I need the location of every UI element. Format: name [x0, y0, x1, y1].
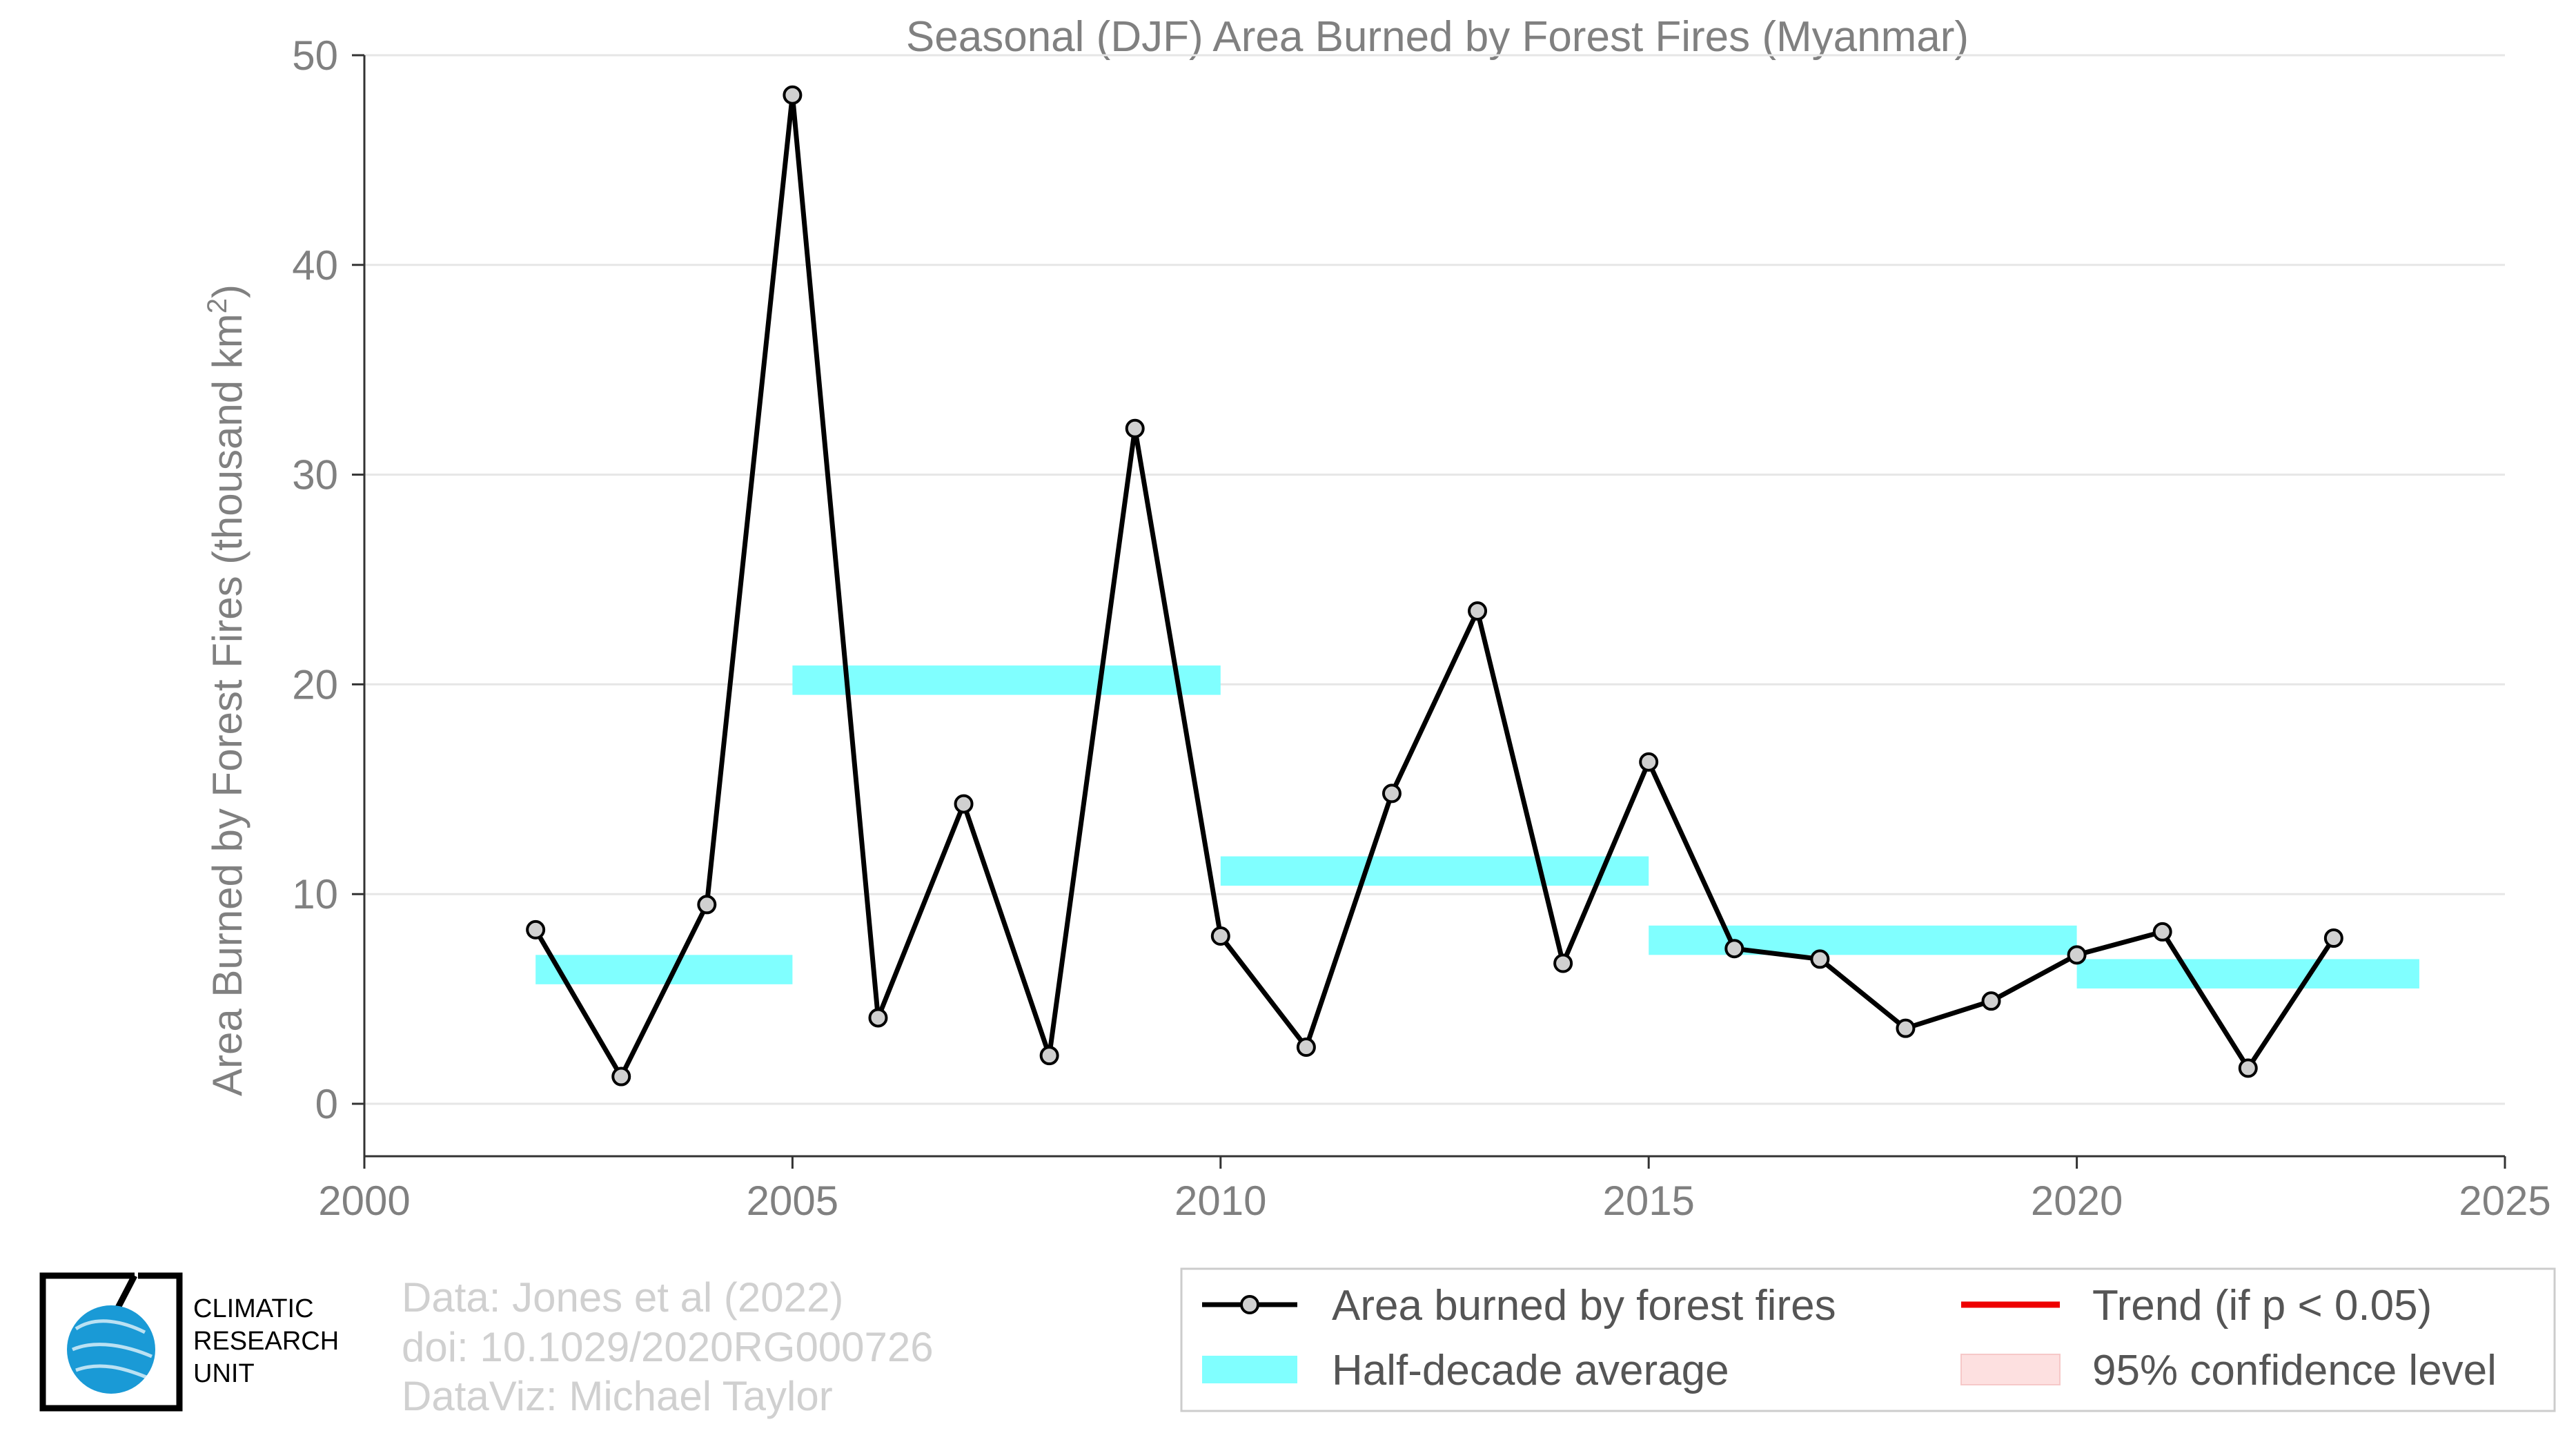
- credit-doi: doi: 10.1029/2020RG000726: [402, 1324, 934, 1370]
- y-tick-label-30: 30: [292, 452, 338, 498]
- data-point-2022: [2238, 1058, 2258, 1078]
- y-tick-label-20: 20: [292, 661, 338, 708]
- logo-globe-icon: [67, 1305, 155, 1394]
- data-point-2004: [697, 895, 717, 915]
- data-point-2007: [954, 794, 974, 814]
- data-point-2015: [1639, 752, 1659, 772]
- legend-label-trend: Trend (if p < 0.05): [2092, 1282, 2432, 1330]
- legend-frame: [1180, 1267, 2556, 1412]
- data-point-2006: [868, 1008, 888, 1028]
- data-point-2019: [1981, 991, 2001, 1011]
- data-point-2018: [1896, 1018, 1916, 1038]
- y-axis-label: Area Burned by Forest Fires (thousand km…: [202, 284, 250, 1096]
- data-point-2005: [783, 85, 803, 105]
- axes: 0 10 20 30 40 50 2000 2005 2010 2015 2020 2025: [292, 32, 2550, 1224]
- data-point-2011: [1296, 1038, 1316, 1058]
- half-decade-band-2: [1220, 856, 1649, 886]
- x-tick-label-2005: 2005: [747, 1178, 838, 1224]
- y-tick-label-0: 0: [315, 1081, 338, 1127]
- legend-label-half-decade: Half-decade average: [1332, 1347, 1729, 1394]
- series-area-burned: [526, 85, 2343, 1087]
- legend-swatch-area-burned-marker: [1240, 1295, 1259, 1314]
- data-point-2010: [1210, 926, 1230, 946]
- y-axis-label-main: Area Burned by Forest Fires (thousand km: [204, 313, 250, 1096]
- legend-swatch-half-decade: [1202, 1356, 1297, 1383]
- series-line-0: [533, 92, 2336, 1080]
- half-decade-band-1: [792, 665, 1221, 695]
- y-tick-label-10: 10: [292, 871, 338, 917]
- legend-label-area-burned: Area burned by forest fires: [1332, 1282, 1836, 1330]
- x-tick-label-2025: 2025: [2459, 1178, 2550, 1224]
- data-point-2009: [1125, 418, 1145, 438]
- logo-slash: [69, 1274, 137, 1412]
- half-decade-band-4: [2076, 959, 2419, 989]
- logo-text-unit: UNIT: [193, 1359, 255, 1388]
- data-point-2020: [2067, 945, 2087, 965]
- data-point-2003: [611, 1067, 631, 1087]
- x-tick-label-2020: 2020: [2031, 1178, 2123, 1224]
- logo-text-research: RESEARCH: [193, 1327, 339, 1356]
- x-tick-label-2015: 2015: [1602, 1178, 1694, 1224]
- chart-title: Seasonal (DJF) Area Burned by Forest Fir…: [906, 13, 1969, 61]
- half-decade-band-3: [1649, 925, 2077, 955]
- half-decade-band-0: [535, 955, 793, 984]
- credit-data-source: Data: Jones et al (2022): [402, 1274, 843, 1321]
- data-point-2014: [1553, 953, 1573, 973]
- y-tick-label-40: 40: [292, 242, 338, 289]
- data-point-2013: [1468, 601, 1488, 621]
- x-tick-label-2000: 2000: [318, 1178, 410, 1224]
- y-axis-label-superscript: 2: [202, 298, 233, 313]
- y-axis-label-close: ): [204, 284, 250, 298]
- legend-swatch-confidence: [1960, 1354, 2061, 1385]
- data-point-2008: [1039, 1046, 1059, 1066]
- data-point-2017: [1810, 949, 1830, 969]
- y-tick-label-50: 50: [292, 32, 338, 79]
- data-point-2021: [2152, 922, 2172, 942]
- data-point-2002: [526, 919, 546, 939]
- data-point-2012: [1382, 783, 1402, 804]
- logo-text-climatic: CLIMATIC: [193, 1294, 314, 1323]
- logo-bracket-left: [39, 1272, 135, 1412]
- legend: Area burned by forest fires Trend (if p …: [1180, 1267, 2556, 1412]
- credit-dataviz: DataViz: Michael Taylor: [402, 1373, 833, 1419]
- data-point-2016: [1724, 939, 1744, 959]
- cru-logo: CLIMATIC RESEARCH UNIT: [39, 1272, 339, 1412]
- legend-label-confidence: 95% confidence level: [2092, 1347, 2497, 1394]
- data-point-2023: [2323, 928, 2343, 948]
- gridlines: [364, 54, 2505, 1105]
- half-decade-average-bands: [535, 665, 2419, 989]
- x-tick-label-2010: 2010: [1174, 1178, 1266, 1224]
- logo-bracket-right: [90, 1272, 183, 1412]
- logo-globe-swirl: [72, 1319, 153, 1379]
